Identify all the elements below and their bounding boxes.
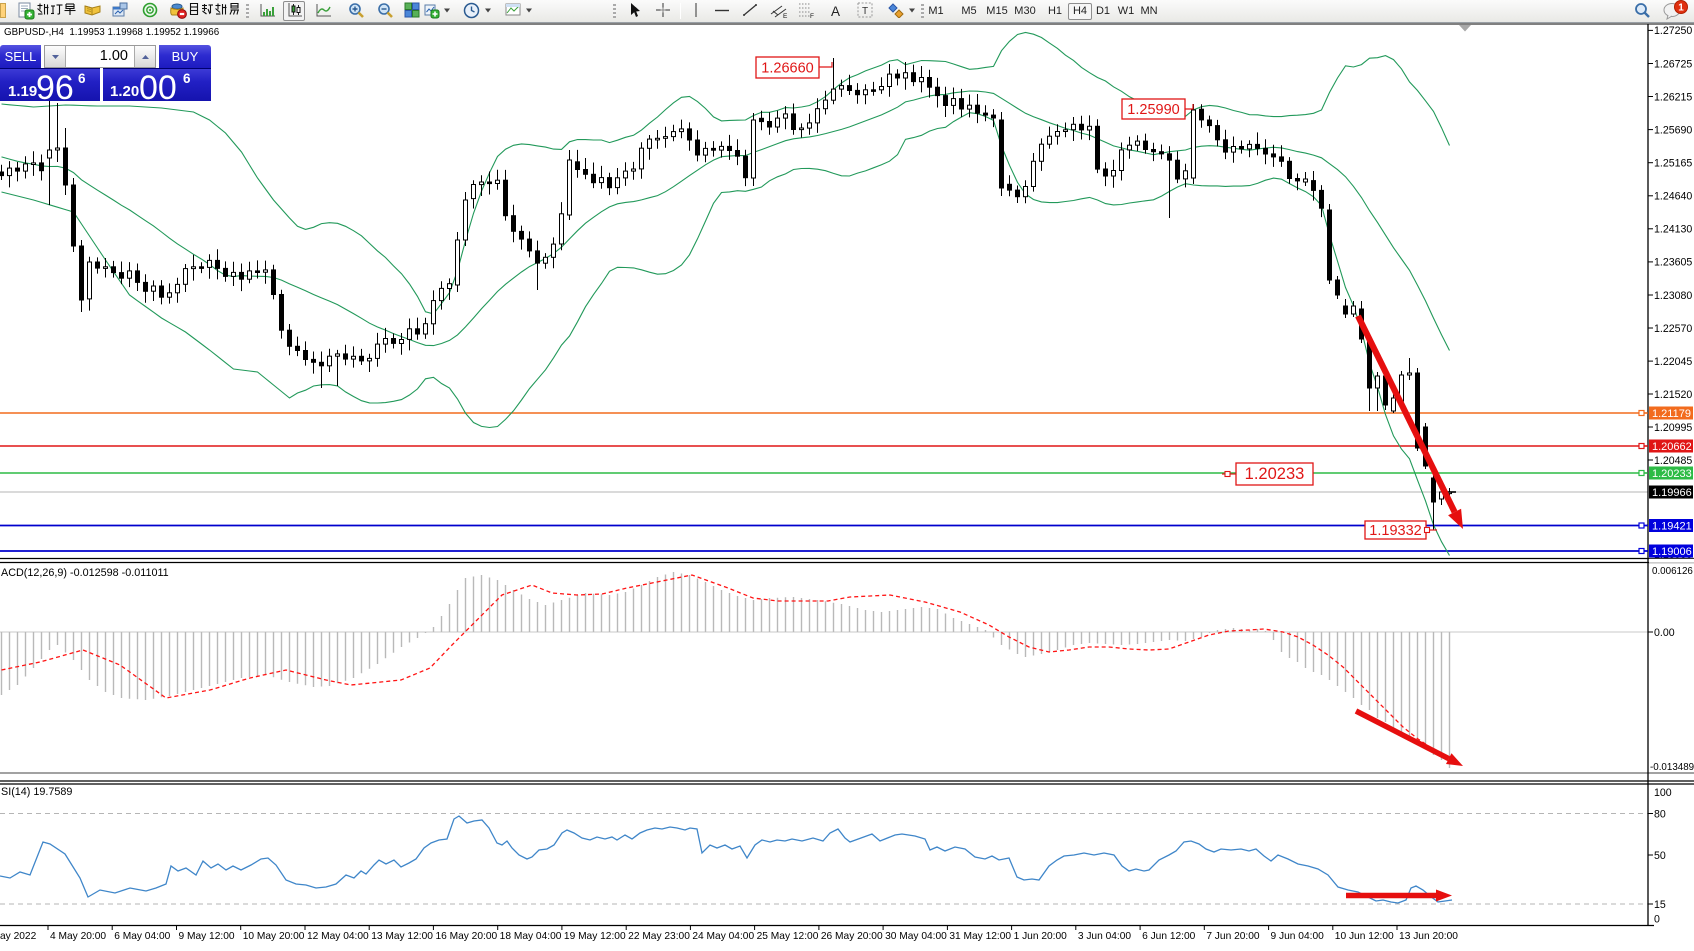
svg-text:1.23605: 1.23605	[1654, 257, 1692, 269]
svg-text:F: F	[810, 13, 814, 19]
svg-text:18 May 04:00: 18 May 04:00	[500, 931, 562, 942]
svg-text:1 Jun 20:00: 1 Jun 20:00	[1014, 931, 1068, 942]
svg-text:6 May 04:00: 6 May 04:00	[114, 931, 170, 942]
svg-text:22 May 23:00: 22 May 23:00	[628, 931, 690, 942]
svg-text:1.19332: 1.19332	[1369, 523, 1421, 539]
svg-text:E: E	[783, 13, 788, 19]
svg-text:1.20233: 1.20233	[1245, 465, 1305, 483]
svg-text:1.21520: 1.21520	[1654, 389, 1692, 401]
svg-text:1.23080: 1.23080	[1654, 290, 1692, 302]
svg-text:15: 15	[1654, 899, 1666, 911]
svg-text:T: T	[862, 6, 868, 17]
svg-text:16 May 20:00: 16 May 20:00	[435, 931, 497, 942]
svg-text:9 May 12:00: 9 May 12:00	[178, 931, 234, 942]
svg-text:1.20995: 1.20995	[1654, 422, 1692, 434]
svg-text:1.22045: 1.22045	[1654, 356, 1692, 368]
svg-text:31 May 12:00: 31 May 12:00	[949, 931, 1011, 942]
svg-text:1.26215: 1.26215	[1654, 91, 1692, 103]
svg-text:1.25990: 1.25990	[1127, 102, 1179, 118]
svg-text:1.21179: 1.21179	[1652, 408, 1691, 420]
svg-text:6 Jun 12:00: 6 Jun 12:00	[1142, 931, 1196, 942]
svg-text:0: 0	[1654, 914, 1660, 926]
svg-text:13 May 12:00: 13 May 12:00	[371, 931, 433, 942]
svg-text:30 May 04:00: 30 May 04:00	[885, 931, 947, 942]
svg-text:1.27250: 1.27250	[1654, 25, 1692, 37]
svg-text:1.22570: 1.22570	[1654, 323, 1692, 335]
svg-text:12 May 04:00: 12 May 04:00	[307, 931, 369, 942]
svg-text:19 May 12:00: 19 May 12:00	[564, 931, 626, 942]
svg-text:ACD(12,26,9) -0.012598 -0.0110: ACD(12,26,9) -0.012598 -0.011011	[1, 567, 169, 579]
svg-text:24 May 04:00: 24 May 04:00	[692, 931, 754, 942]
svg-text:26 May 20:00: 26 May 20:00	[821, 931, 883, 942]
svg-text:1.25690: 1.25690	[1654, 124, 1692, 136]
svg-text:1.19006: 1.19006	[1652, 546, 1692, 558]
svg-text:10 Jun 12:00: 10 Jun 12:00	[1335, 931, 1394, 942]
svg-text:ay 2022: ay 2022	[0, 931, 37, 942]
svg-text:-0.013489: -0.013489	[1650, 762, 1694, 773]
svg-text:1.19966: 1.19966	[1652, 487, 1692, 499]
svg-text:GBPUSD-,H4 1.19953 1.19968 1.: GBPUSD-,H4 1.19953 1.19968 1.19952 1.199…	[4, 27, 220, 38]
svg-text:1.24640: 1.24640	[1654, 191, 1692, 203]
svg-text:1.26725: 1.26725	[1654, 58, 1692, 70]
svg-text:1: 1	[1678, 3, 1684, 14]
svg-text:1.25165: 1.25165	[1654, 157, 1692, 169]
svg-text:100: 100	[1654, 787, 1672, 799]
svg-text:SI(14) 19.7589: SI(14) 19.7589	[1, 786, 72, 798]
svg-text:10 May 20:00: 10 May 20:00	[243, 931, 305, 942]
svg-text:1.20662: 1.20662	[1652, 441, 1692, 453]
svg-text:3 Jun 04:00: 3 Jun 04:00	[1078, 931, 1132, 942]
svg-text:7 Jun 20:00: 7 Jun 20:00	[1206, 931, 1260, 942]
svg-text:1.20485: 1.20485	[1654, 455, 1692, 467]
svg-text:1.24130: 1.24130	[1654, 224, 1692, 236]
svg-text:9 Jun 04:00: 9 Jun 04:00	[1271, 931, 1325, 942]
svg-text:1.19421: 1.19421	[1652, 521, 1692, 533]
svg-text:1.20233: 1.20233	[1652, 468, 1692, 480]
svg-text:25 May 12:00: 25 May 12:00	[757, 931, 819, 942]
svg-text:80: 80	[1654, 809, 1666, 821]
svg-text:4 May 20:00: 4 May 20:00	[50, 931, 106, 942]
svg-text:1.26660: 1.26660	[761, 61, 813, 77]
svg-text:0.00: 0.00	[1654, 627, 1675, 639]
svg-text:13 Jun 20:00: 13 Jun 20:00	[1399, 931, 1458, 942]
svg-text:50: 50	[1654, 850, 1666, 862]
svg-text:0.006126: 0.006126	[1652, 566, 1693, 577]
